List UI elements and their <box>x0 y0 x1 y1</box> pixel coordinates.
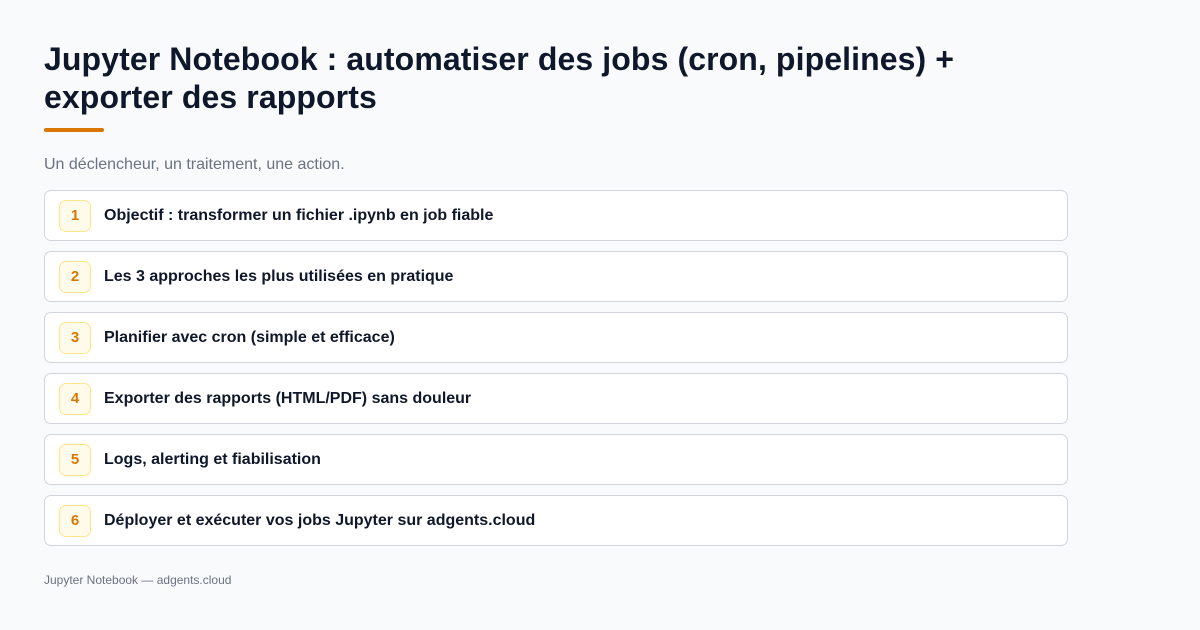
agenda-item-1[interactable]: 1 Objectif : transformer un fichier .ipy… <box>44 190 1068 241</box>
item-number-badge: 5 <box>59 443 91 476</box>
agenda-item-label: Exporter des rapports (HTML/PDF) sans do… <box>104 389 472 407</box>
agenda-item-label: Les 3 approches les plus utilisées en pr… <box>104 267 454 285</box>
agenda-item-2[interactable]: 2 Les 3 approches les plus utilisées en … <box>44 251 1068 302</box>
agenda-item-3[interactable]: 3 Planifier avec cron (simple et efficac… <box>44 312 1068 363</box>
subtitle: Un déclencheur, un traitement, une actio… <box>44 156 345 173</box>
agenda-item-5[interactable]: 5 Logs, alerting et fiabilisation <box>44 434 1068 485</box>
agenda-item-label: Déployer et exécuter vos jobs Jupyter su… <box>104 511 536 529</box>
agenda-item-4[interactable]: 4 Exporter des rapports (HTML/PDF) sans … <box>44 373 1068 424</box>
agenda-item-label: Objectif : transformer un fichier .ipynb… <box>104 206 494 224</box>
item-number-badge: 4 <box>59 382 91 415</box>
agenda-list: 1 Objectif : transformer un fichier .ipy… <box>44 190 1068 546</box>
item-number-badge: 1 <box>59 199 91 232</box>
agenda-item-label: Planifier avec cron (simple et efficace) <box>104 328 395 346</box>
page-title: Jupyter Notebook : automatiser des jobs … <box>44 41 955 115</box>
agenda-item-label: Logs, alerting et fiabilisation <box>104 450 321 468</box>
title-accent-bar <box>44 128 104 132</box>
item-number-badge: 2 <box>59 260 91 293</box>
item-number-badge: 6 <box>59 504 91 537</box>
item-number-badge: 3 <box>59 321 91 354</box>
footer-text: Jupyter Notebook — adgents.cloud <box>44 573 232 587</box>
agenda-item-6[interactable]: 6 Déployer et exécuter vos jobs Jupyter … <box>44 495 1068 546</box>
